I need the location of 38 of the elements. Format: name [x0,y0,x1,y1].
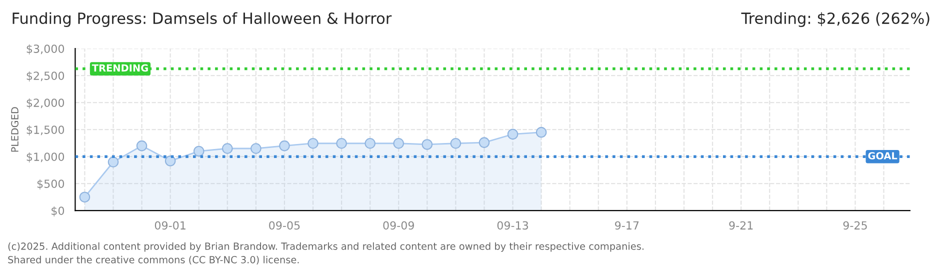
point [279,140,290,152]
y-tick-label: $1,000 [26,152,64,162]
point [250,143,262,154]
x-tick-label: 09-05 [269,221,300,230]
x-tick-label: 9-17 [615,221,639,230]
x-tick-label: 09-01 [154,221,186,230]
x-tick-label: 9-25 [843,221,867,230]
point [79,192,90,202]
point [507,128,518,140]
ref-line-label: GOAL [868,152,898,160]
x-tick-label: 09-13 [497,221,528,230]
y-axis-title: PLEDGED [11,107,18,152]
point [108,156,119,168]
point [308,138,318,149]
x-tick-label: 9-21 [729,221,753,230]
point [478,137,490,148]
y-tick-label: $0 [52,206,64,216]
y-tick-label: $2,500 [26,71,64,82]
point [136,140,148,152]
chart-title: Funding Progress: Damsels of Halloween & Horror [12,12,392,27]
point [393,138,404,149]
ref-line-label: TRENDING [92,64,148,72]
y-tick-label: $1,500 [26,125,64,136]
point [422,139,433,150]
text: Shared under the creative commons (CC BY-NC 3.0) license. [8,256,299,265]
point [536,126,547,138]
point [364,138,376,149]
x-tick-label: 09-09 [383,221,414,230]
point [222,143,233,154]
chart-subtitle: Trending: $2,626 (262%) [741,12,930,27]
y-tick-label: $2,000 [26,98,64,108]
point [193,146,204,157]
y-tick-label: $3,000 [26,44,64,54]
point [164,156,176,166]
point [450,138,462,149]
y-tick-label: $500 [37,179,64,190]
point [336,138,347,149]
text: (c)2025. Additional content provided by Brian Brandow. Trademarks and related content are owned by their respective companies. [8,242,644,252]
